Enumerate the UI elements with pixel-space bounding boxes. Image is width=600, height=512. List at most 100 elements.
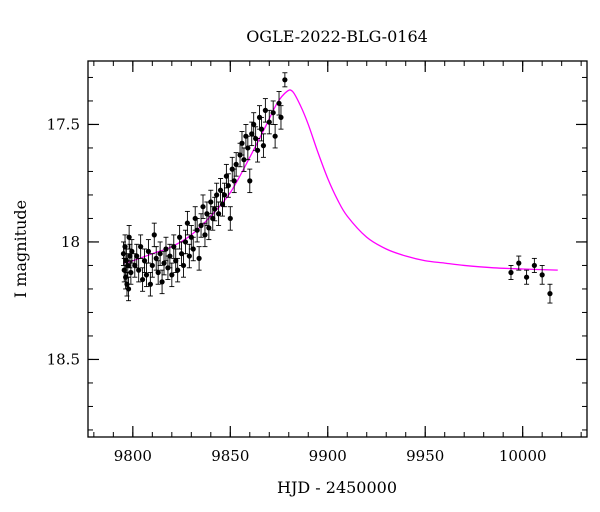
point-marker: [157, 251, 163, 257]
point-marker: [223, 173, 229, 179]
point-marker: [531, 262, 537, 269]
point-marker: [547, 291, 553, 297]
data-point: [134, 243, 140, 269]
point-marker: [167, 253, 173, 259]
x-tick-labels: 9800 9850 9900 9950 10000: [114, 447, 547, 465]
data-point: [245, 135, 251, 161]
point-marker: [516, 260, 522, 266]
y-axis-label: I magnitude: [11, 200, 30, 298]
point-marker: [214, 192, 220, 198]
point-marker: [241, 157, 247, 163]
data-point: [254, 138, 261, 163]
point-marker: [239, 140, 245, 146]
point-marker: [145, 248, 152, 254]
data-point: [157, 241, 163, 266]
point-marker: [254, 147, 261, 153]
point-marker: [149, 262, 155, 269]
data-point: [262, 98, 268, 123]
data-point: [153, 246, 159, 271]
point-marker: [182, 239, 189, 245]
data-point: [125, 276, 132, 302]
point-marker: [539, 272, 545, 278]
point-marker: [159, 279, 165, 285]
point-marker: [262, 107, 268, 113]
point-marker: [282, 77, 288, 83]
point-marker: [227, 215, 233, 222]
data-point: [206, 215, 212, 241]
point-marker: [143, 272, 150, 278]
point-marker: [141, 258, 148, 264]
point-marker: [155, 269, 161, 276]
data-point: [241, 147, 247, 172]
axis-ticks: [88, 61, 587, 437]
point-marker: [508, 269, 514, 276]
point-marker: [126, 234, 132, 240]
data-point: [523, 269, 530, 285]
data-point: [276, 91, 282, 116]
y-tick-label: 18: [61, 233, 80, 251]
data-point: [196, 246, 202, 271]
data-point: [186, 243, 192, 269]
point-marker: [204, 211, 210, 217]
data-point: [531, 257, 537, 273]
point-marker: [147, 281, 153, 287]
point-marker: [125, 286, 132, 292]
data-point: [169, 262, 175, 288]
point-marker: [196, 255, 202, 261]
point-marker: [139, 276, 146, 283]
point-marker: [523, 274, 530, 280]
point-marker: [186, 253, 192, 259]
data-point: [239, 131, 245, 156]
point-marker: [251, 121, 257, 128]
point-marker: [198, 222, 204, 229]
point-marker: [206, 225, 212, 231]
data-point: [167, 243, 173, 269]
data-point: [214, 182, 220, 208]
point-marker: [132, 262, 138, 269]
chart-title: OGLE-2022-BLG-0164: [246, 27, 428, 46]
x-tick-label: 10000: [499, 447, 547, 465]
plot-frame: [87, 60, 588, 438]
data-point: [136, 257, 142, 283]
point-marker: [128, 269, 134, 276]
point-marker: [194, 227, 200, 233]
point-marker: [266, 119, 272, 125]
point-marker: [190, 246, 196, 252]
point-marker: [173, 258, 179, 264]
point-marker: [127, 253, 133, 259]
point-marker: [221, 192, 228, 198]
point-marker: [278, 114, 284, 120]
y-tick-label: 17.5: [47, 115, 80, 133]
data-point: [282, 72, 288, 88]
point-marker: [260, 143, 267, 149]
point-marker: [122, 244, 128, 250]
data-point: [266, 109, 272, 135]
point-marker: [272, 133, 278, 139]
data-point: [260, 133, 267, 158]
y-tick-label: 18.5: [47, 350, 80, 368]
data-point: [151, 222, 157, 248]
x-tick-label: 9950: [406, 447, 444, 465]
point-marker: [247, 178, 253, 184]
data-point: [217, 178, 224, 203]
data-point: [200, 194, 206, 219]
data-point: [145, 239, 152, 264]
point-marker: [202, 232, 208, 238]
data-point: [247, 168, 253, 194]
point-marker: [215, 211, 222, 217]
point-marker: [231, 178, 237, 184]
data-point: [175, 257, 181, 283]
point-marker: [233, 161, 239, 167]
point-marker: [200, 204, 206, 210]
point-marker: [208, 199, 214, 205]
point-marker: [276, 100, 282, 106]
point-marker: [249, 131, 255, 137]
model-curve: [122, 89, 558, 271]
data-points: [120, 72, 553, 304]
point-marker: [212, 206, 218, 212]
point-marker: [171, 244, 177, 250]
point-marker: [123, 258, 129, 264]
point-marker: [258, 126, 265, 132]
data-point: [194, 217, 200, 243]
data-point: [227, 206, 233, 231]
